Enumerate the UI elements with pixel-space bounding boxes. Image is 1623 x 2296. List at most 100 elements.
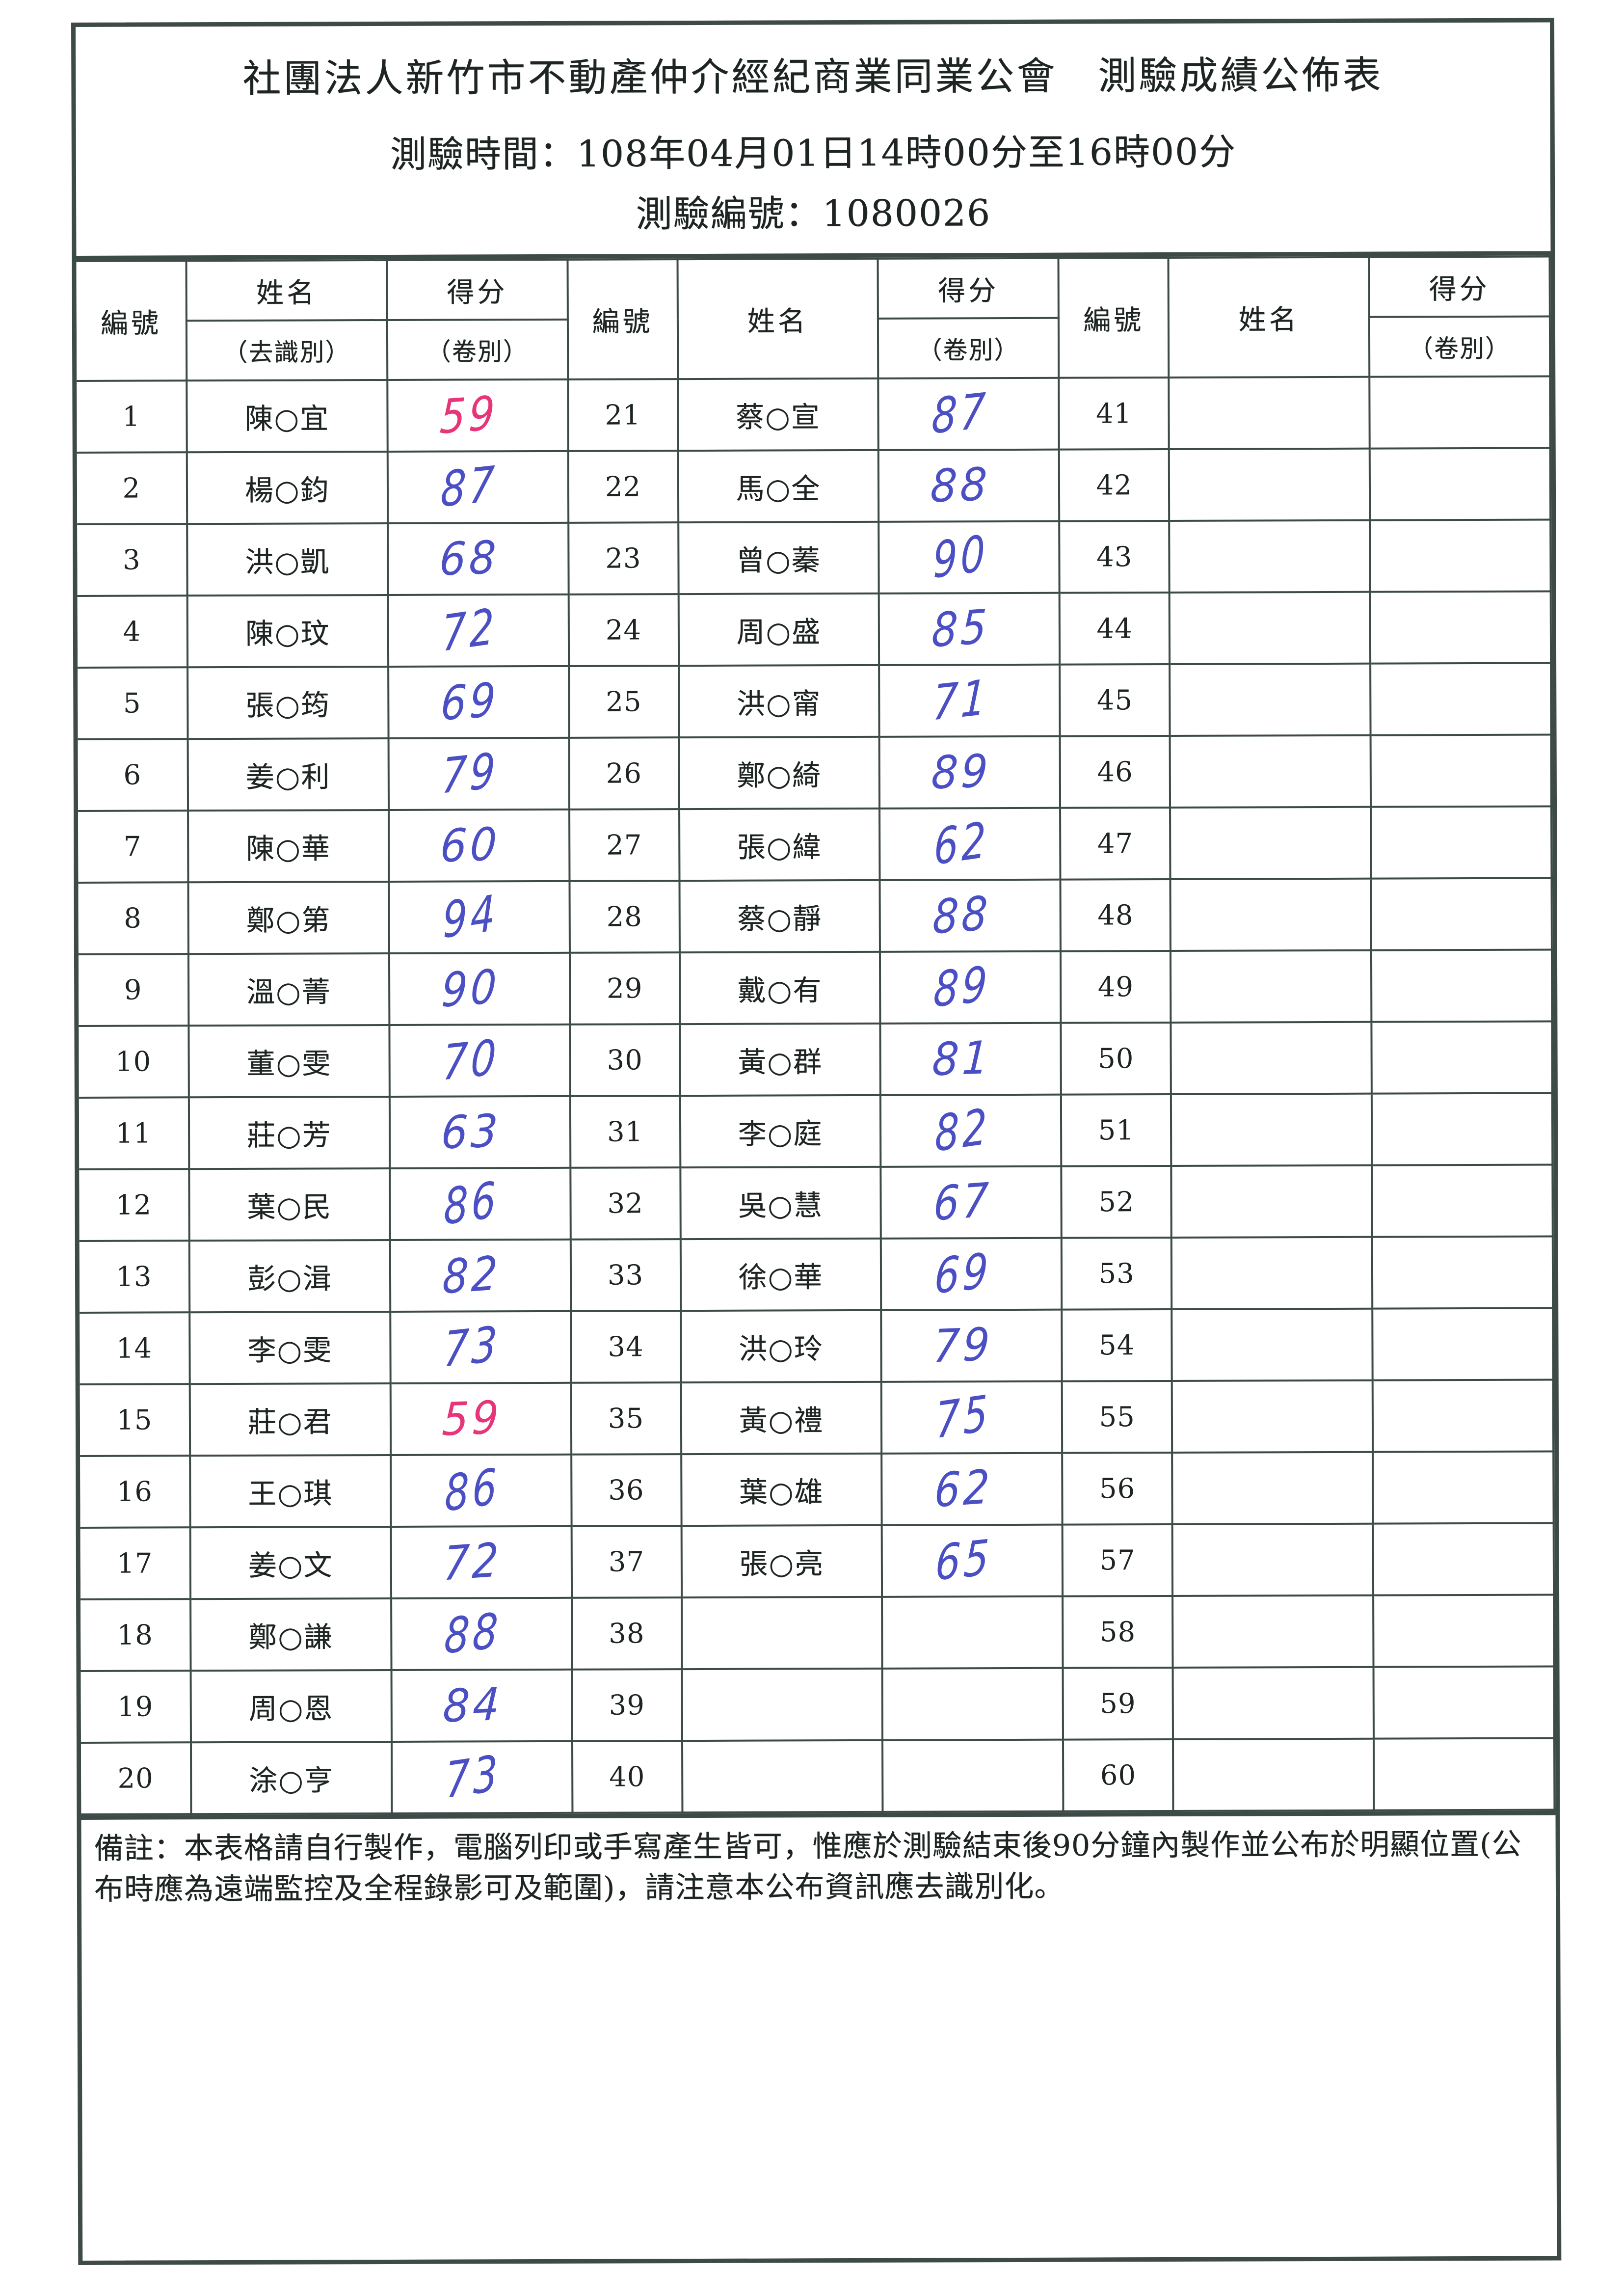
cell-name — [1170, 807, 1371, 879]
cell-name — [682, 1740, 883, 1813]
row-number: 19 — [117, 1690, 154, 1723]
row-number: 24 — [605, 614, 642, 647]
row-number: 14 — [116, 1332, 153, 1365]
cell-score — [1372, 1451, 1554, 1524]
cell-score: 69 — [388, 666, 569, 738]
row-number: 15 — [116, 1404, 153, 1436]
cell-score: 67 — [880, 1166, 1062, 1239]
cell-name: 葉○民 — [189, 1168, 390, 1241]
row-number: 23 — [605, 542, 641, 575]
cell-score: 87 — [878, 378, 1060, 450]
cell-number: 13 — [79, 1241, 190, 1313]
table-row: 20 涂○亨 73 40 60 — [81, 1738, 1555, 1814]
candidate-name: 彭○湒 — [247, 1262, 332, 1296]
cell-score: 88 — [878, 449, 1060, 522]
cell-name: 董○雯 — [188, 1025, 390, 1098]
cell-name — [1172, 1667, 1374, 1739]
cell-number: 48 — [1060, 879, 1171, 951]
cell-score — [882, 1739, 1064, 1812]
cell-number: 31 — [570, 1096, 680, 1168]
cell-number: 20 — [81, 1742, 191, 1814]
handwritten-score: 59 — [438, 386, 499, 445]
cell-name — [1170, 878, 1371, 951]
row-number: 44 — [1096, 612, 1133, 645]
row-number: 26 — [606, 757, 642, 790]
cell-number: 14 — [80, 1312, 190, 1384]
cell-number: 38 — [571, 1597, 682, 1670]
cell-number: 21 — [567, 379, 678, 451]
row-number: 51 — [1098, 1114, 1135, 1146]
handwritten-score: 88 — [931, 886, 992, 945]
cell-score — [1370, 591, 1551, 664]
cell-score: 88 — [391, 1597, 572, 1670]
cell-score: 90 — [389, 952, 570, 1025]
cell-score: 85 — [878, 593, 1060, 665]
cell-name — [1170, 735, 1371, 808]
handwritten-score: 72 — [442, 1533, 503, 1592]
cell-score: 70 — [389, 1024, 570, 1097]
row-number: 25 — [606, 685, 642, 718]
candidate-name: 李○雯 — [247, 1333, 333, 1367]
row-number: 28 — [606, 900, 643, 933]
cell-name — [1172, 1452, 1373, 1524]
candidate-name: 曾○蓁 — [736, 543, 821, 577]
candidate-name: 陳○宜 — [244, 402, 330, 435]
cell-name: 周○盛 — [678, 593, 879, 666]
candidate-name: 周○盛 — [736, 615, 822, 649]
cell-number: 5 — [78, 667, 188, 739]
candidate-name: 徐○華 — [738, 1260, 824, 1294]
cell-number: 27 — [569, 809, 679, 881]
handwritten-score: 82 — [441, 1246, 502, 1305]
cell-number: 16 — [80, 1456, 190, 1528]
cell-name — [1170, 663, 1371, 736]
table-body: 1 陳○宜 59 21 蔡○宣 87 41 2 楊○鈞 87 22 馬○全 88 42 3 洪○凱 68 23 曾○… — [77, 376, 1555, 1814]
cell-name: 徐○華 — [680, 1238, 881, 1311]
header-name-g1: 姓名 — [186, 260, 387, 321]
handwritten-score: 87 — [439, 456, 499, 519]
handwritten-score: 88 — [443, 1602, 503, 1666]
row-number: 43 — [1096, 540, 1133, 573]
cell-score: 75 — [881, 1381, 1063, 1454]
document-title: 社團法人新竹市不動產仲介經紀商業同業公會 測驗成績公佈表 — [242, 53, 1384, 101]
row-number: 39 — [609, 1689, 645, 1722]
cell-number: 56 — [1062, 1452, 1172, 1525]
cell-number: 25 — [568, 666, 679, 738]
cell-name: 李○庭 — [680, 1095, 881, 1168]
row-number: 57 — [1099, 1544, 1136, 1576]
handwritten-score: 71 — [931, 669, 990, 732]
cell-number: 24 — [568, 594, 679, 666]
handwritten-score: 88 — [929, 458, 991, 513]
candidate-name: 溫○菁 — [246, 975, 331, 1009]
handwritten-score: 62 — [933, 1459, 994, 1518]
table-row: 13 彭○湒 82 33 徐○華 69 53 — [79, 1236, 1553, 1313]
remark-note: 備註：本表格請自行製作，電腦列印或手寫產生皆可，惟應於測驗結束後90分鐘內製作並… — [81, 1810, 1556, 1922]
cell-name — [1171, 950, 1372, 1023]
cell-name: 蔡○宣 — [677, 378, 878, 451]
cell-name: 溫○菁 — [188, 953, 389, 1026]
header-number-g3: 編號 — [1058, 257, 1169, 378]
cell-name — [682, 1668, 883, 1741]
cell-score — [1372, 1236, 1553, 1309]
candidate-name: 黃○禮 — [739, 1404, 824, 1437]
cell-number: 49 — [1061, 950, 1171, 1023]
cell-name: 陳○華 — [187, 810, 389, 883]
cell-score: 65 — [881, 1524, 1063, 1597]
row-number: 29 — [607, 972, 643, 1005]
cell-name: 鄭○謙 — [190, 1598, 392, 1671]
row-number: 37 — [608, 1545, 645, 1578]
cell-number: 2 — [77, 452, 187, 524]
cell-number: 18 — [80, 1599, 191, 1671]
cell-score: 90 — [878, 521, 1060, 594]
table-row: 10 董○雯 70 30 黃○群 81 50 — [79, 1021, 1552, 1098]
cell-name: 周○恩 — [190, 1670, 392, 1743]
handwritten-score: 60 — [439, 818, 502, 873]
cell-name — [1169, 592, 1370, 664]
cell-number: 40 — [572, 1741, 682, 1813]
cell-name: 洪○玲 — [680, 1310, 881, 1383]
cell-name: 蔡○靜 — [679, 880, 880, 953]
cell-number: 26 — [569, 737, 679, 810]
cell-score: 87 — [387, 451, 568, 523]
cell-score: 82 — [390, 1239, 571, 1312]
row-number: 50 — [1098, 1042, 1134, 1075]
row-number: 22 — [605, 470, 641, 503]
